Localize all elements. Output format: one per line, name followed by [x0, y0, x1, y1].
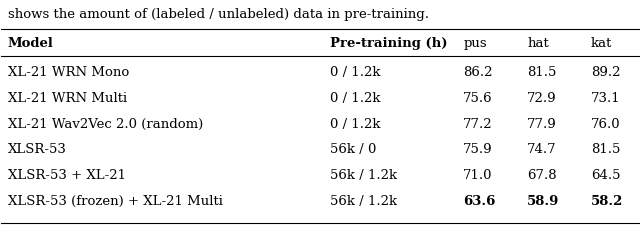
- Text: 64.5: 64.5: [591, 169, 620, 181]
- Text: 89.2: 89.2: [591, 66, 620, 79]
- Text: 81.5: 81.5: [591, 143, 620, 156]
- Text: 75.9: 75.9: [463, 143, 493, 156]
- Text: XL-21 WRN Mono: XL-21 WRN Mono: [8, 66, 129, 79]
- Text: hat: hat: [527, 37, 549, 50]
- Text: XL-21 WRN Multi: XL-21 WRN Multi: [8, 92, 127, 105]
- Text: 72.9: 72.9: [527, 92, 557, 105]
- Text: 81.5: 81.5: [527, 66, 556, 79]
- Text: XL-21 Wav2Vec 2.0 (random): XL-21 Wav2Vec 2.0 (random): [8, 117, 203, 130]
- Text: Model: Model: [8, 37, 54, 50]
- Text: 0 / 1.2k: 0 / 1.2k: [330, 92, 380, 105]
- Text: 86.2: 86.2: [463, 66, 493, 79]
- Text: Pre-training (h): Pre-training (h): [330, 37, 447, 50]
- Text: 56k / 0: 56k / 0: [330, 143, 376, 156]
- Text: XLSR-53: XLSR-53: [8, 143, 67, 156]
- Text: 75.6: 75.6: [463, 92, 493, 105]
- Text: 56k / 1.2k: 56k / 1.2k: [330, 169, 397, 181]
- Text: 0 / 1.2k: 0 / 1.2k: [330, 66, 380, 79]
- Text: 73.1: 73.1: [591, 92, 620, 105]
- Text: 74.7: 74.7: [527, 143, 557, 156]
- Text: 56k / 1.2k: 56k / 1.2k: [330, 194, 397, 207]
- Text: shows the amount of (labeled / unlabeled) data in pre-training.: shows the amount of (labeled / unlabeled…: [8, 8, 429, 21]
- Text: pus: pus: [463, 37, 487, 50]
- Text: XLSR-53 + XL-21: XLSR-53 + XL-21: [8, 169, 126, 181]
- Text: 0 / 1.2k: 0 / 1.2k: [330, 117, 380, 130]
- Text: kat: kat: [591, 37, 612, 50]
- Text: 77.9: 77.9: [527, 117, 557, 130]
- Text: 76.0: 76.0: [591, 117, 620, 130]
- Text: 58.9: 58.9: [527, 194, 559, 207]
- Text: 58.2: 58.2: [591, 194, 623, 207]
- Text: XLSR-53 (frozen) + XL-21 Multi: XLSR-53 (frozen) + XL-21 Multi: [8, 194, 223, 207]
- Text: 77.2: 77.2: [463, 117, 493, 130]
- Text: 71.0: 71.0: [463, 169, 493, 181]
- Text: 63.6: 63.6: [463, 194, 496, 207]
- Text: 67.8: 67.8: [527, 169, 557, 181]
